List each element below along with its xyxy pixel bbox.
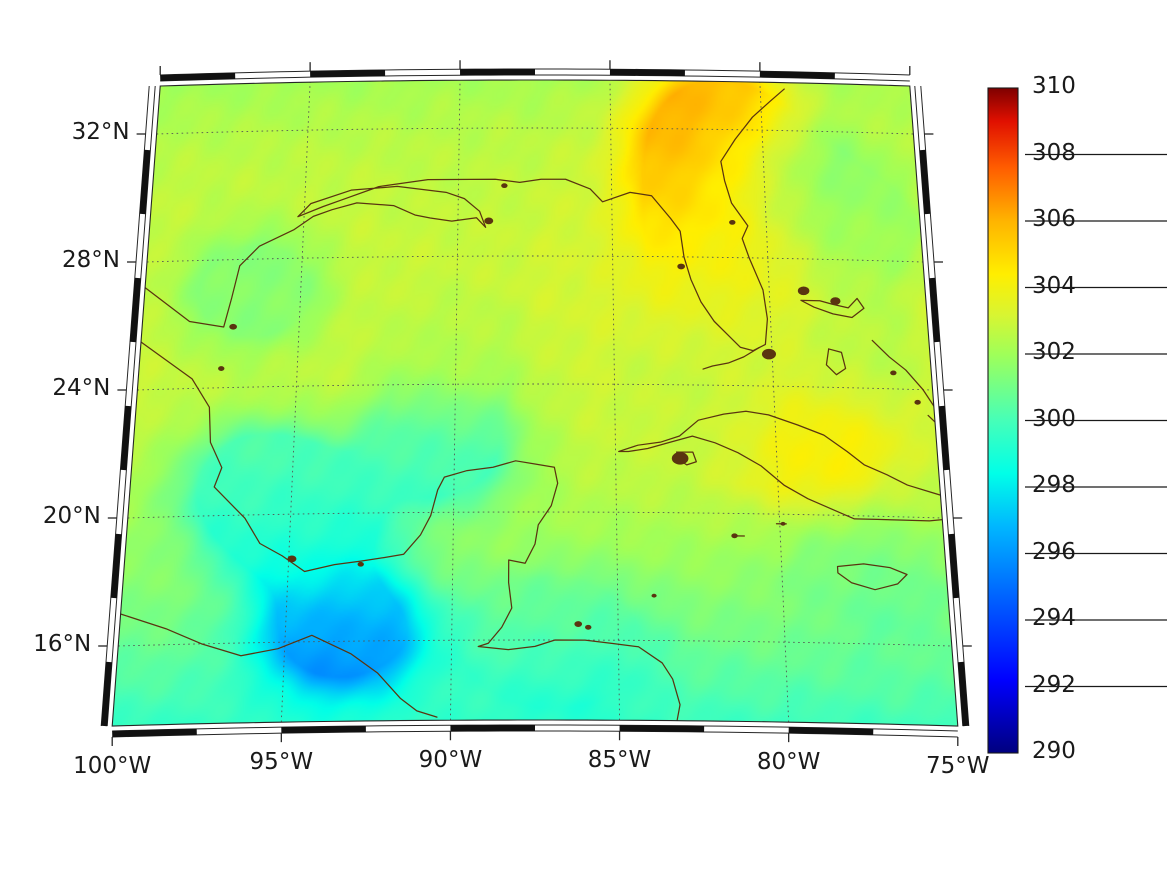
- lat-tick-label-28: 28°N: [62, 247, 120, 273]
- lon-tick-label-80: 80°W: [756, 749, 821, 776]
- colorbar-tick-label-310: 310: [1032, 73, 1076, 99]
- colorbar-tick-label-302: 302: [1032, 339, 1076, 365]
- colorbar-tick-label-296: 296: [1032, 538, 1076, 565]
- lon-tick-label-100: 100°W: [73, 753, 152, 779]
- lon-tick-label-75: 75°W: [926, 753, 990, 779]
- colorbar-tick-label-306: 306: [1032, 206, 1076, 232]
- lat-tick-label-20: 20°N: [42, 503, 101, 529]
- lon-tick-label-90: 90°W: [418, 747, 483, 774]
- colorbar-tick-label-304: 304: [1032, 272, 1076, 299]
- colorbar-tick-label-292: 292: [1032, 671, 1076, 698]
- colorbar-tick-label-294: 294: [1032, 605, 1076, 631]
- lon-tick-label-95: 95°W: [249, 749, 314, 776]
- colorbar-tick-label-290: 290: [1032, 738, 1076, 764]
- colorbar-tick-label-308: 308: [1032, 139, 1076, 166]
- colorbar-tick-label-298: 298: [1032, 472, 1076, 498]
- lat-tick-label-16: 16°N: [33, 631, 92, 657]
- lat-tick-label-32: 32°N: [71, 119, 130, 145]
- lat-tick-label-24: 24°N: [52, 375, 111, 401]
- lon-tick-label-85: 85°W: [587, 747, 652, 774]
- colorbar-tick-label-300: 300: [1032, 405, 1076, 432]
